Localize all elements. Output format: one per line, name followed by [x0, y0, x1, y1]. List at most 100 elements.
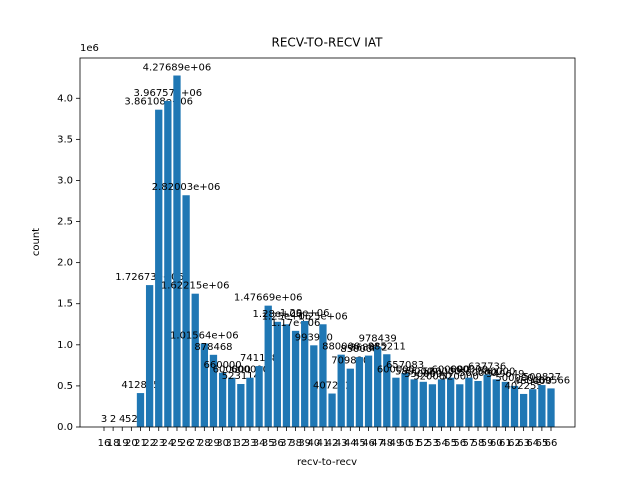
bar	[273, 321, 281, 427]
bar	[355, 357, 364, 427]
bar	[447, 377, 455, 427]
value-label: 4	[119, 414, 125, 425]
y-offset-label: 1e6	[80, 43, 99, 54]
value-label: 709820	[331, 356, 369, 367]
bar	[529, 389, 537, 427]
bar	[228, 377, 236, 427]
bar	[364, 355, 373, 427]
x-tick-label: 40	[307, 438, 320, 449]
x-tick-label: 63	[517, 438, 530, 449]
value-label: 520000	[413, 371, 451, 382]
value-label: 600000	[432, 365, 470, 376]
x-tick-label: 21	[134, 438, 147, 449]
bar	[255, 366, 263, 427]
x-tick-label: 61	[499, 438, 512, 449]
value-label: 509827	[523, 372, 561, 383]
bar	[474, 380, 482, 427]
value-label: 1.25e+06	[298, 311, 348, 322]
value-label: 500000	[495, 373, 533, 384]
value-label: 1.28e+06	[253, 309, 303, 320]
plot-frame	[79, 57, 576, 428]
y-tick-label: 1.5	[57, 299, 73, 310]
x-tick-label: 35	[262, 438, 275, 449]
value-label: 850000	[340, 344, 378, 355]
bar	[291, 330, 300, 427]
value-label: 580000	[395, 366, 433, 377]
y-axis-label: count	[31, 228, 42, 256]
value-label: 560000	[459, 368, 497, 379]
x-tick-label: 37	[280, 438, 293, 449]
x-tick-label: 58	[472, 438, 485, 449]
value-label: 412865	[121, 380, 159, 391]
bar	[155, 109, 163, 427]
x-tick-label: 38	[289, 438, 302, 449]
bar	[182, 195, 190, 427]
x-tick-label: 23	[152, 438, 165, 449]
bar	[337, 354, 345, 427]
value-label: 657083	[386, 360, 424, 371]
value-label: 580000	[477, 366, 515, 377]
bar	[519, 393, 528, 427]
y-tick-label: 1.0	[57, 340, 73, 351]
x-tick-label: 42	[326, 438, 339, 449]
x-tick-label: 16	[98, 438, 111, 449]
value-label: 402255	[505, 381, 543, 392]
bar	[237, 384, 245, 427]
value-label: 460000	[514, 376, 552, 387]
y-tick-label: 3.5	[57, 134, 73, 145]
bar	[428, 384, 437, 427]
value-label: 1.17e+06	[271, 318, 321, 329]
value-label: 600000	[213, 365, 251, 376]
x-tick-label: 41	[317, 438, 330, 449]
bar	[456, 384, 464, 427]
y-tick-label: 0.0	[57, 422, 73, 433]
bar	[437, 379, 446, 427]
y-tick-label: 3.0	[57, 175, 73, 186]
x-tick-label: 51	[408, 438, 421, 449]
value-label: 1.25e+06	[262, 311, 312, 322]
value-label: 878468	[194, 342, 232, 353]
value-label: 3.96757e+06	[134, 88, 203, 99]
x-tick-label: 27	[189, 438, 202, 449]
x-tick-label: 47	[371, 438, 384, 449]
value-label: 885211	[368, 341, 406, 352]
value-label: 469566	[532, 375, 570, 386]
bar	[173, 75, 181, 427]
value-label: 868852	[349, 343, 387, 354]
bar	[547, 388, 555, 427]
bar	[383, 354, 391, 427]
bar	[310, 345, 318, 427]
bar	[492, 379, 500, 427]
value-label: 660000	[203, 360, 241, 371]
bar	[510, 385, 519, 427]
bar	[164, 100, 172, 428]
bar	[246, 377, 254, 427]
value-label: 1.29e+06	[280, 308, 330, 319]
value-label: 580000	[422, 366, 460, 377]
y-tick-label: 2.0	[57, 258, 73, 269]
value-label: 1.62215e+06	[161, 281, 230, 292]
x-tick-label: 50	[399, 438, 412, 449]
value-label: 52	[125, 414, 138, 425]
x-tick-label: 53	[426, 438, 439, 449]
x-tick-label: 32	[234, 438, 247, 449]
x-tick-label: 39	[298, 438, 311, 449]
x-tick-label: 46	[362, 438, 375, 449]
bar	[501, 381, 510, 427]
x-tick-label: 29	[207, 438, 220, 449]
x-tick-label: 60	[490, 438, 503, 449]
value-label: 741138	[240, 353, 278, 364]
x-tick-label: 66	[545, 438, 558, 449]
x-tick-label: 26	[180, 438, 193, 449]
x-tick-label: 24	[161, 438, 174, 449]
value-label: 880000	[322, 342, 360, 353]
bar	[419, 381, 427, 427]
x-tick-label: 20	[125, 438, 138, 449]
x-tick-label: 56	[453, 438, 466, 449]
x-tick-label: 31	[225, 438, 238, 449]
bar	[410, 379, 418, 427]
x-tick-label: 49	[390, 438, 403, 449]
bar	[392, 377, 400, 427]
value-label: 600000	[377, 365, 415, 376]
